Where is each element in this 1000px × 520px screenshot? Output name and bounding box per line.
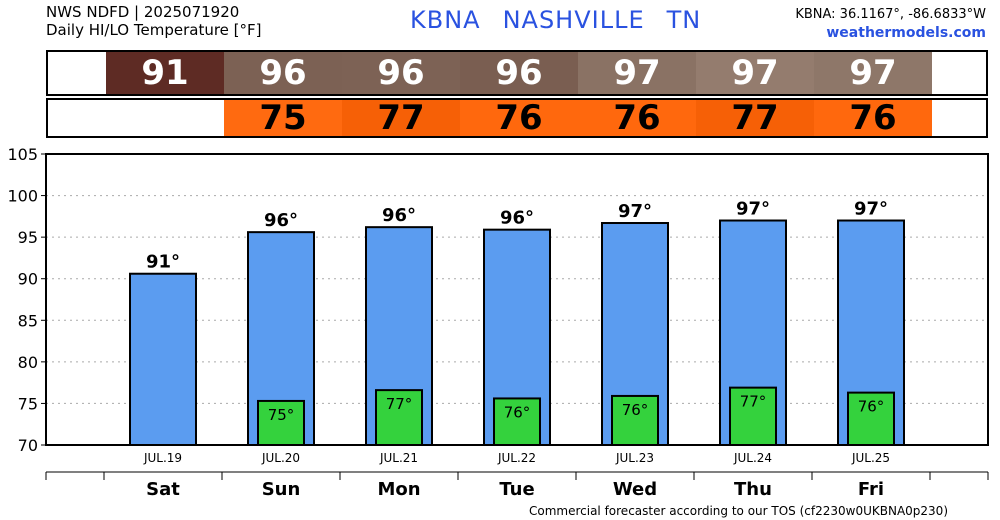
date-label: JUL.20	[261, 451, 300, 465]
site-link[interactable]: weathermodels.com	[826, 25, 986, 41]
high-cell-4: 97	[578, 52, 696, 94]
high-bar-label: 97°	[736, 199, 770, 220]
product-line: NWS NDFD | 2025071920	[46, 3, 240, 21]
low-bar	[375, 389, 423, 447]
y-tick-label: 70	[18, 436, 38, 455]
y-tick-label: 75	[18, 394, 38, 413]
date-label: JUL.24	[733, 451, 772, 465]
low-bar	[257, 399, 305, 447]
header-left: NWS NDFD | 2025071920 Daily HI/LO Temper…	[46, 3, 262, 39]
date-label: JUL.23	[615, 451, 654, 465]
high-bar-label: 96°	[264, 210, 298, 231]
date-label: JUL.22	[497, 451, 536, 465]
low-bar	[729, 386, 777, 446]
variable-line: Daily HI/LO Temperature [°F]	[46, 21, 262, 39]
low-cell-2: 77	[342, 100, 460, 136]
date-label: JUL.25	[851, 451, 890, 465]
station-state: TN	[666, 6, 702, 34]
high-bar-label: 97°	[854, 199, 888, 220]
low-bar	[847, 391, 895, 446]
station-id: KBNA	[410, 6, 481, 34]
date-label: JUL.21	[379, 451, 418, 465]
high-cell-1: 96	[224, 52, 342, 94]
day-label: Fri	[858, 479, 884, 500]
high-bar	[129, 272, 197, 446]
y-tick-label: 85	[18, 311, 38, 330]
high-temp-strip: 91 96 96 96 97 97 97	[46, 50, 988, 96]
date-label: JUL.19	[143, 451, 182, 465]
high-bar-label: 96°	[500, 208, 534, 229]
y-tick-label: 95	[18, 228, 38, 247]
station-title: KBNA NASHVILLE TN	[410, 6, 723, 34]
low-cell-3: 76	[460, 100, 578, 136]
low-temp-strip: 75 77 76 76 77 76	[46, 98, 988, 138]
day-label: Wed	[613, 479, 657, 500]
day-label: Sun	[262, 479, 301, 500]
low-bar-label: 76°	[504, 403, 531, 421]
station-coords: KBNA: 36.1167°, -86.6833°W	[795, 7, 986, 22]
y-tick-label: 100	[7, 187, 38, 206]
high-cell-3: 96	[460, 52, 578, 94]
high-bar-label: 91°	[146, 252, 180, 273]
high-cell-0: 91	[106, 52, 224, 94]
low-cell-1: 75	[224, 100, 342, 136]
low-cell-6: 76	[814, 100, 932, 136]
low-bar	[493, 397, 541, 447]
high-cell-2: 96	[342, 52, 460, 94]
day-label: Thu	[734, 479, 772, 500]
high-cell-6: 97	[814, 52, 932, 94]
high-bar-label: 96°	[382, 205, 416, 226]
day-label: Sat	[146, 479, 180, 500]
y-tick-label: 105	[7, 145, 38, 164]
day-label: Mon	[377, 479, 420, 500]
low-bar-label: 75°	[268, 406, 295, 424]
low-bar-label: 76°	[622, 401, 649, 419]
y-tick-label: 90	[18, 270, 38, 289]
low-bar-label: 77°	[386, 395, 413, 413]
header-right: KBNA: 36.1167°, -86.6833°W weathermodels…	[795, 5, 986, 43]
high-cell-5: 97	[696, 52, 814, 94]
y-tick-label: 80	[18, 353, 38, 372]
station-city: NASHVILLE	[502, 6, 645, 34]
low-cell-4: 76	[578, 100, 696, 136]
day-label: Tue	[499, 479, 534, 500]
low-bar-label: 77°	[740, 393, 767, 411]
low-bar	[611, 394, 659, 446]
low-cell-0	[106, 100, 224, 136]
low-cell-5: 77	[696, 100, 814, 136]
temperature-chart: 70 75 80 85 90 95 100 105 91° JUL.19 Sat 96° 75° JUL.…	[7, 145, 989, 500]
low-bar-label: 76°	[858, 398, 885, 416]
footer-note: Commercial forecaster according to our T…	[528, 504, 948, 518]
high-bar-label: 97°	[618, 201, 652, 222]
